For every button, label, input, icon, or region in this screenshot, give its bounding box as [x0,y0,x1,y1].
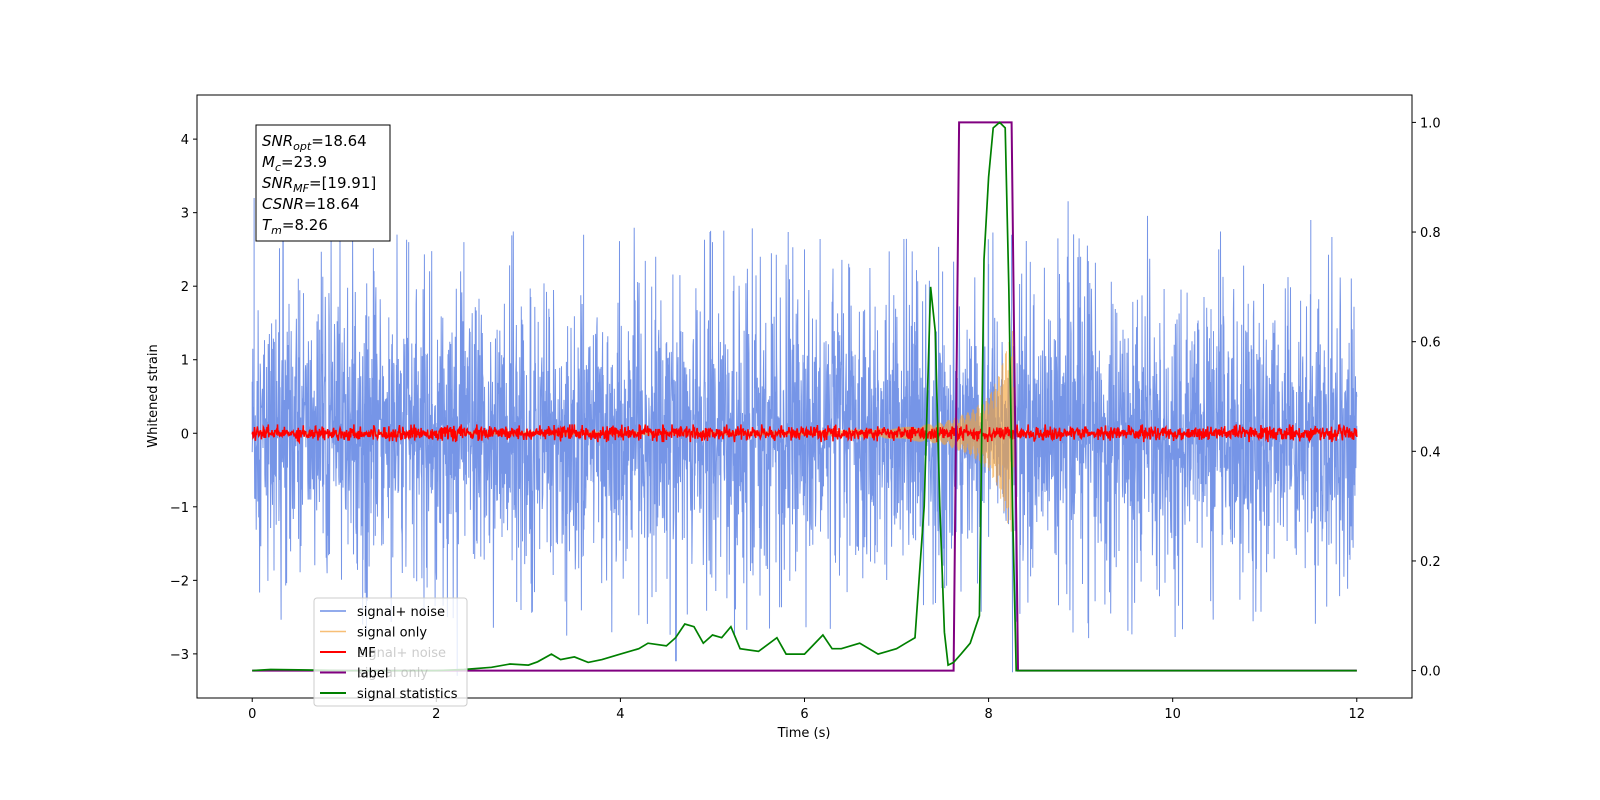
y-tick-label: 4 [181,133,189,148]
annotation-frame [255,124,391,242]
x-axis-label: Time (s) [777,726,831,741]
legend-duplicate-label: signal+ noise [358,646,446,661]
annotation-line: SNRopt=18.64 [262,132,367,153]
x-tick-label: 0 [248,707,256,722]
y2-tick-label: 0.6 [1420,336,1441,351]
y2-tick-label: 0.4 [1420,445,1441,460]
y-tick-label: 2 [181,280,189,295]
y-tick-label: 1 [181,354,189,369]
y-tick-label: −1 [170,501,189,516]
y-tick-label: 3 [181,207,189,222]
y-tick-label: 0 [181,427,189,442]
legend-label: MF [357,646,376,661]
x-tick-label: 12 [1348,707,1365,722]
legend-duplicate-label: signal only [358,666,428,681]
legend: signal+ noise signal only signal+ noise si… [313,597,468,707]
plot-series-group [251,121,1358,676]
y-tick-label: −2 [170,574,189,589]
series-signal-noise [251,198,1358,676]
y2-tick-label: 0.8 [1420,226,1441,241]
y2-tick-label: 1.0 [1420,116,1441,131]
y-tick-label: −3 [170,648,189,663]
annotation-box: SNRopt=18.64Mc=23.9SNRMF=[19.91]CSNR=18.… [255,124,391,242]
x-tick-label: 10 [1164,707,1181,722]
annotation-line: Mc=23.9 [262,153,327,174]
y-axis-left: −3 −2 −1 0 1 2 3 4 [170,133,197,663]
legend-label: signal only [357,626,427,641]
y-axis-label: Whitened strain [146,344,161,447]
x-tick-label: 6 [800,707,808,722]
y-axis-right: 0.0 0.2 0.4 0.6 0.8 1.0 [1412,116,1441,680]
legend-label: label [357,667,388,682]
annotation-line: CSNR=18.64 [262,195,359,213]
annotation-line: SNRMF=[19.91] [262,174,376,195]
series-signal-statistics [252,121,1357,672]
x-tick-label: 8 [984,707,992,722]
annotation-line: Tm=8.26 [262,216,328,237]
legend-frame [313,597,468,707]
legend-label: signal statistics [357,687,458,702]
x-tick-label: 2 [432,707,440,722]
legend-label: signal+ noise [357,605,445,620]
series-mf [251,423,1358,445]
y2-tick-label: 0.0 [1420,665,1441,680]
y2-tick-label: 0.2 [1420,555,1441,570]
x-axis: 0 2 4 6 8 10 12 [248,698,1365,722]
x-tick-label: 4 [616,707,624,722]
